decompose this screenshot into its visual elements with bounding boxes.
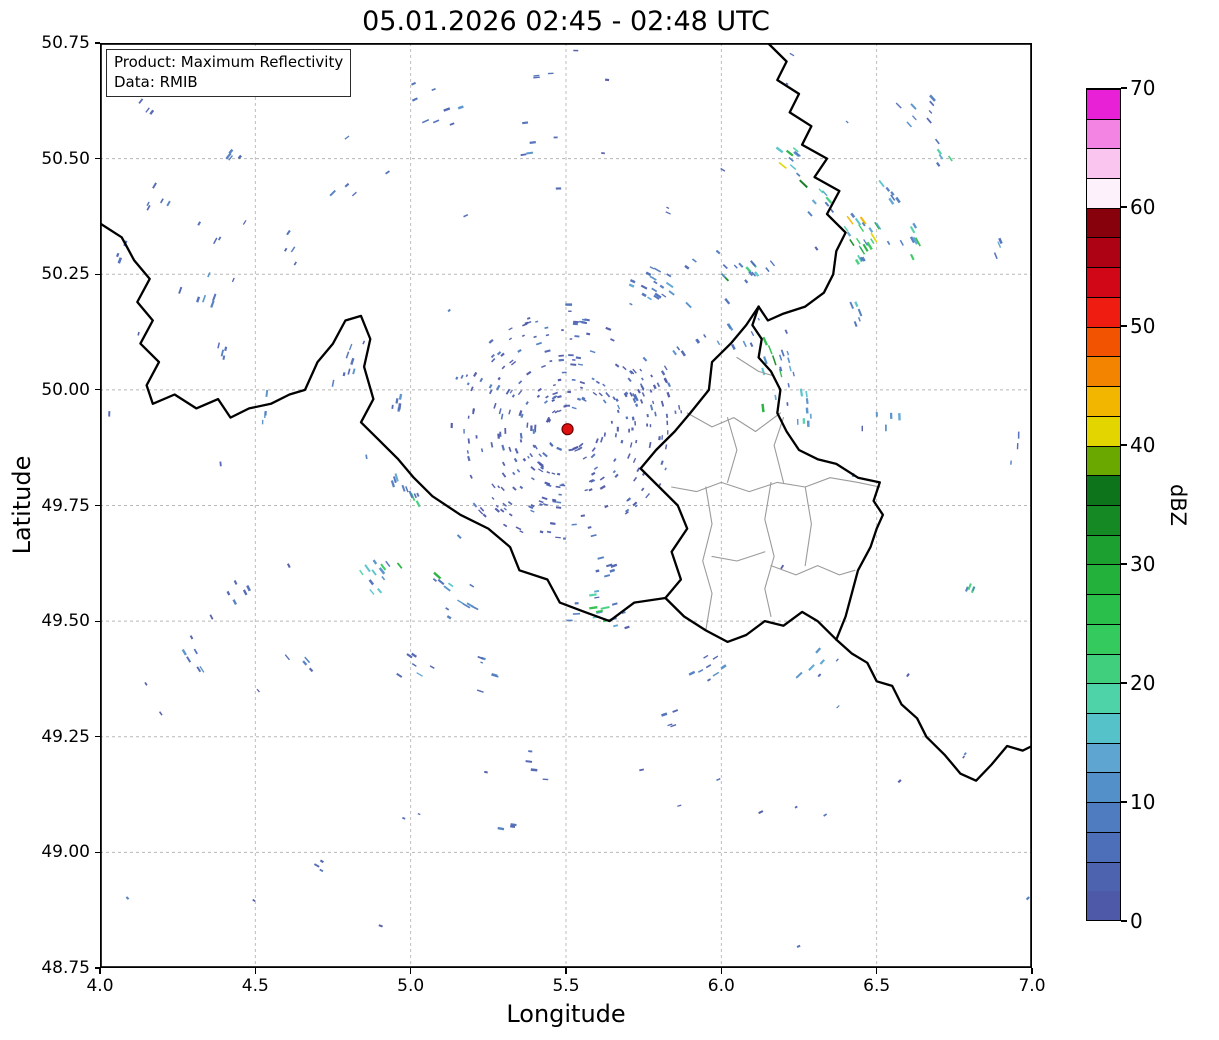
colorbar-tick-label: 40 <box>1130 433 1156 457</box>
y-tick-mark <box>94 273 100 275</box>
colorbar-tick-label: 0 <box>1130 909 1143 933</box>
colorbar-segment <box>1087 148 1120 179</box>
y-tick-label: 49.75 <box>41 495 90 516</box>
colorbar-tick-mark <box>1121 87 1127 89</box>
plot-frame <box>100 43 1032 968</box>
colorbar-segment <box>1087 594 1120 624</box>
x-tick-mark <box>410 968 412 974</box>
colorbar-segment <box>1087 831 1120 862</box>
y-tick-mark <box>94 736 100 738</box>
y-tick-label: 49.25 <box>41 726 90 747</box>
y-tick-label: 50.50 <box>41 148 90 169</box>
colorbar-label: dBZ <box>1166 483 1190 527</box>
colorbar-segment <box>1087 891 1120 920</box>
x-tick-label: 6.0 <box>707 976 735 996</box>
colorbar-tick-mark <box>1121 325 1127 327</box>
colorbar-segment <box>1087 178 1120 208</box>
colorbar-segment <box>1087 88 1120 119</box>
echo-layer <box>108 49 1030 949</box>
y-tick-mark <box>94 851 100 853</box>
colorbar-segment <box>1087 118 1120 149</box>
colorbar-segment <box>1087 504 1120 535</box>
x-tick-mark <box>254 968 256 974</box>
y-tick-label: 50.00 <box>41 379 90 400</box>
colorbar-segment <box>1087 861 1120 892</box>
colorbar-tick-label: 70 <box>1130 76 1156 100</box>
country-borders <box>100 43 1032 782</box>
colorbar-tick-label: 30 <box>1130 552 1156 576</box>
colorbar-segment <box>1087 623 1120 654</box>
x-tick-mark <box>565 968 567 974</box>
x-tick-label: 4.5 <box>241 976 269 996</box>
colorbar-segment <box>1087 207 1120 238</box>
x-tick-mark <box>1031 968 1033 974</box>
grid-layer <box>100 43 1032 968</box>
x-tick-label: 6.5 <box>863 976 891 996</box>
colorbar-segment <box>1087 742 1120 773</box>
y-tick-label: 48.75 <box>41 958 90 978</box>
colorbar-tick-mark <box>1121 444 1127 446</box>
colorbar-segment <box>1087 445 1120 476</box>
colorbar-segment <box>1087 653 1120 684</box>
x-tick-label: 4.0 <box>86 976 114 996</box>
colorbar-tick-mark <box>1121 206 1127 208</box>
colorbar-segment <box>1087 267 1120 297</box>
colorbar-segment <box>1087 534 1120 565</box>
colorbar-segment <box>1087 326 1120 357</box>
product-line: Product: Maximum Reflectivity <box>114 53 344 71</box>
y-tick-mark <box>94 967 100 969</box>
colorbar-tick-mark <box>1121 920 1127 922</box>
radar-site-marker <box>561 423 574 436</box>
colorbar-segment <box>1087 712 1120 743</box>
region-borders <box>671 356 881 631</box>
x-tick-mark <box>720 968 722 974</box>
colorbar-tick-label: 60 <box>1130 195 1156 219</box>
x-tick-label: 7.0 <box>1018 976 1046 996</box>
colorbar-tick-mark <box>1121 682 1127 684</box>
figure-title: 05.01.2026 02:45 - 02:48 UTC <box>362 6 770 37</box>
x-tick-label: 5.0 <box>397 976 425 996</box>
y-tick-label: 49.50 <box>41 611 90 632</box>
colorbar-segment <box>1087 415 1120 446</box>
y-tick-label: 50.75 <box>41 33 90 53</box>
colorbar-tick-mark <box>1121 801 1127 803</box>
x-tick-mark <box>876 968 878 974</box>
y-tick-mark <box>94 504 100 507</box>
x-tick-mark <box>99 968 101 974</box>
colorbar <box>1086 88 1121 921</box>
radar-map-canvas <box>100 43 1032 968</box>
colorbar-segment <box>1087 296 1120 327</box>
colorbar-segment <box>1087 683 1120 713</box>
colorbar-segment <box>1087 356 1120 387</box>
colorbar-segment <box>1087 802 1120 832</box>
colorbar-segment <box>1087 772 1120 803</box>
y-tick-mark <box>94 158 100 160</box>
product-info-box: Product: Maximum Reflectivity Data: RMIB <box>106 49 352 97</box>
colorbar-tick-label: 20 <box>1130 671 1156 695</box>
colorbar-segment <box>1087 237 1120 268</box>
y-tick-mark <box>94 389 100 391</box>
y-tick-label: 49.00 <box>41 842 90 863</box>
y-tick-label: 50.25 <box>41 264 90 285</box>
data-source-line: Data: RMIB <box>114 72 198 91</box>
map-plot-area: Product: Maximum Reflectivity Data: RMIB <box>100 43 1032 968</box>
colorbar-segment <box>1087 475 1120 505</box>
colorbar-segment <box>1087 564 1120 595</box>
y-tick-mark <box>94 42 100 44</box>
x-tick-label: 5.5 <box>552 976 580 996</box>
colorbar-segment <box>1087 386 1120 416</box>
y-tick-mark <box>94 620 100 622</box>
colorbar-tick-mark <box>1121 563 1127 565</box>
colorbar-tick-label: 10 <box>1130 790 1156 814</box>
x-axis-label: Longitude <box>506 1000 626 1028</box>
colorbar-tick-label: 50 <box>1130 314 1156 338</box>
